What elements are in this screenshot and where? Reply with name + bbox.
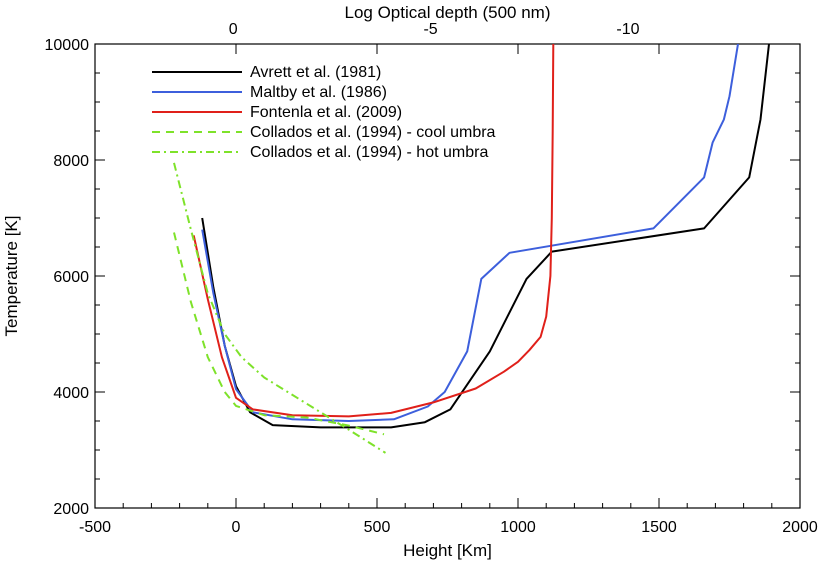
series-line-2 — [192, 44, 555, 418]
legend: Avrett et al. (1981) Maltby et al. (1986)… — [152, 64, 496, 161]
y-tick-label: 2000 — [53, 501, 89, 518]
plot-border — [94, 43, 801, 509]
top-axis-tick-label: 0 — [229, 21, 238, 38]
legend-label-3: Collados et al. (1994) - cool umbra — [250, 124, 496, 141]
y-tick-label: 10000 — [45, 37, 90, 54]
x-tick-label: 0 — [232, 519, 241, 536]
y-axis-title: Temperature [K] — [2, 216, 21, 337]
series-line-4 — [173, 162, 387, 454]
x-tick-label: 2000 — [782, 519, 818, 536]
legend-label-1: Maltby et al. (1986) — [250, 84, 387, 101]
top-axis-tick-label: -10 — [616, 21, 639, 38]
x-tick-label: 1000 — [500, 519, 536, 536]
y-tick-label: 8000 — [53, 153, 89, 170]
x-tick-label: 1500 — [641, 519, 677, 536]
legend-label-0: Avrett et al. (1981) — [250, 64, 381, 81]
x-tick-label: 500 — [364, 519, 391, 536]
top-axis-tick-label: -5 — [423, 21, 437, 38]
y-tick-label: 4000 — [53, 385, 89, 402]
axis-ticks: -500 0 500 1000 1500 2000 2000 4000 6000 8000 1000… — [45, 21, 818, 536]
plot-frame — [94, 43, 801, 509]
series-line-0 — [201, 44, 770, 429]
series-layer — [173, 44, 770, 454]
series-line-1 — [201, 44, 739, 422]
x-tick-label: -500 — [79, 519, 111, 536]
y-tick-label: 6000 — [53, 269, 89, 286]
legend-label-2: Fontenla et al. (2009) — [250, 104, 402, 121]
series-line-3 — [173, 232, 385, 436]
top-axis-title: Log Optical depth (500 nm) — [344, 3, 550, 22]
x-axis-title: Height [Km] — [403, 541, 492, 560]
legend-label-4: Collados et al. (1994) - hot umbra — [250, 144, 488, 161]
